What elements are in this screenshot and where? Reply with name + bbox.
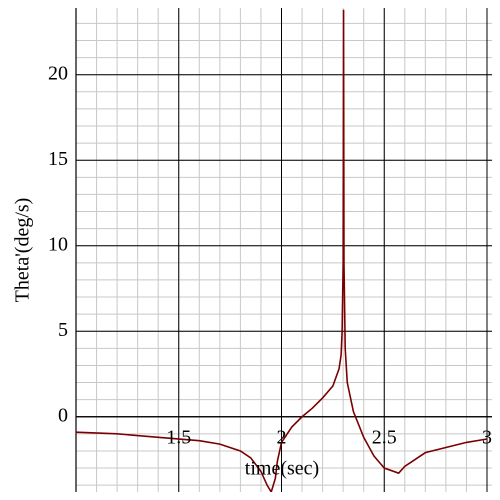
y-tick-label: 15	[48, 148, 68, 170]
y-tick-label: 20	[48, 62, 68, 84]
y-tick-label: 10	[48, 233, 68, 255]
y-tick-label: 0	[58, 404, 68, 426]
x-tick-label: 3	[482, 426, 492, 448]
y-tick-label: 5	[58, 319, 68, 341]
x-tick-label: 2	[277, 426, 287, 448]
data-line	[76, 9, 488, 492]
y-axis-label: Theta'(deg/s)	[12, 198, 34, 303]
lines	[76, 9, 488, 492]
x-tick-label: 2.5	[372, 426, 397, 448]
x-tick-label: 1.5	[166, 426, 191, 448]
grid	[75, 8, 492, 492]
x-axis-label: time(sec)	[245, 458, 319, 480]
